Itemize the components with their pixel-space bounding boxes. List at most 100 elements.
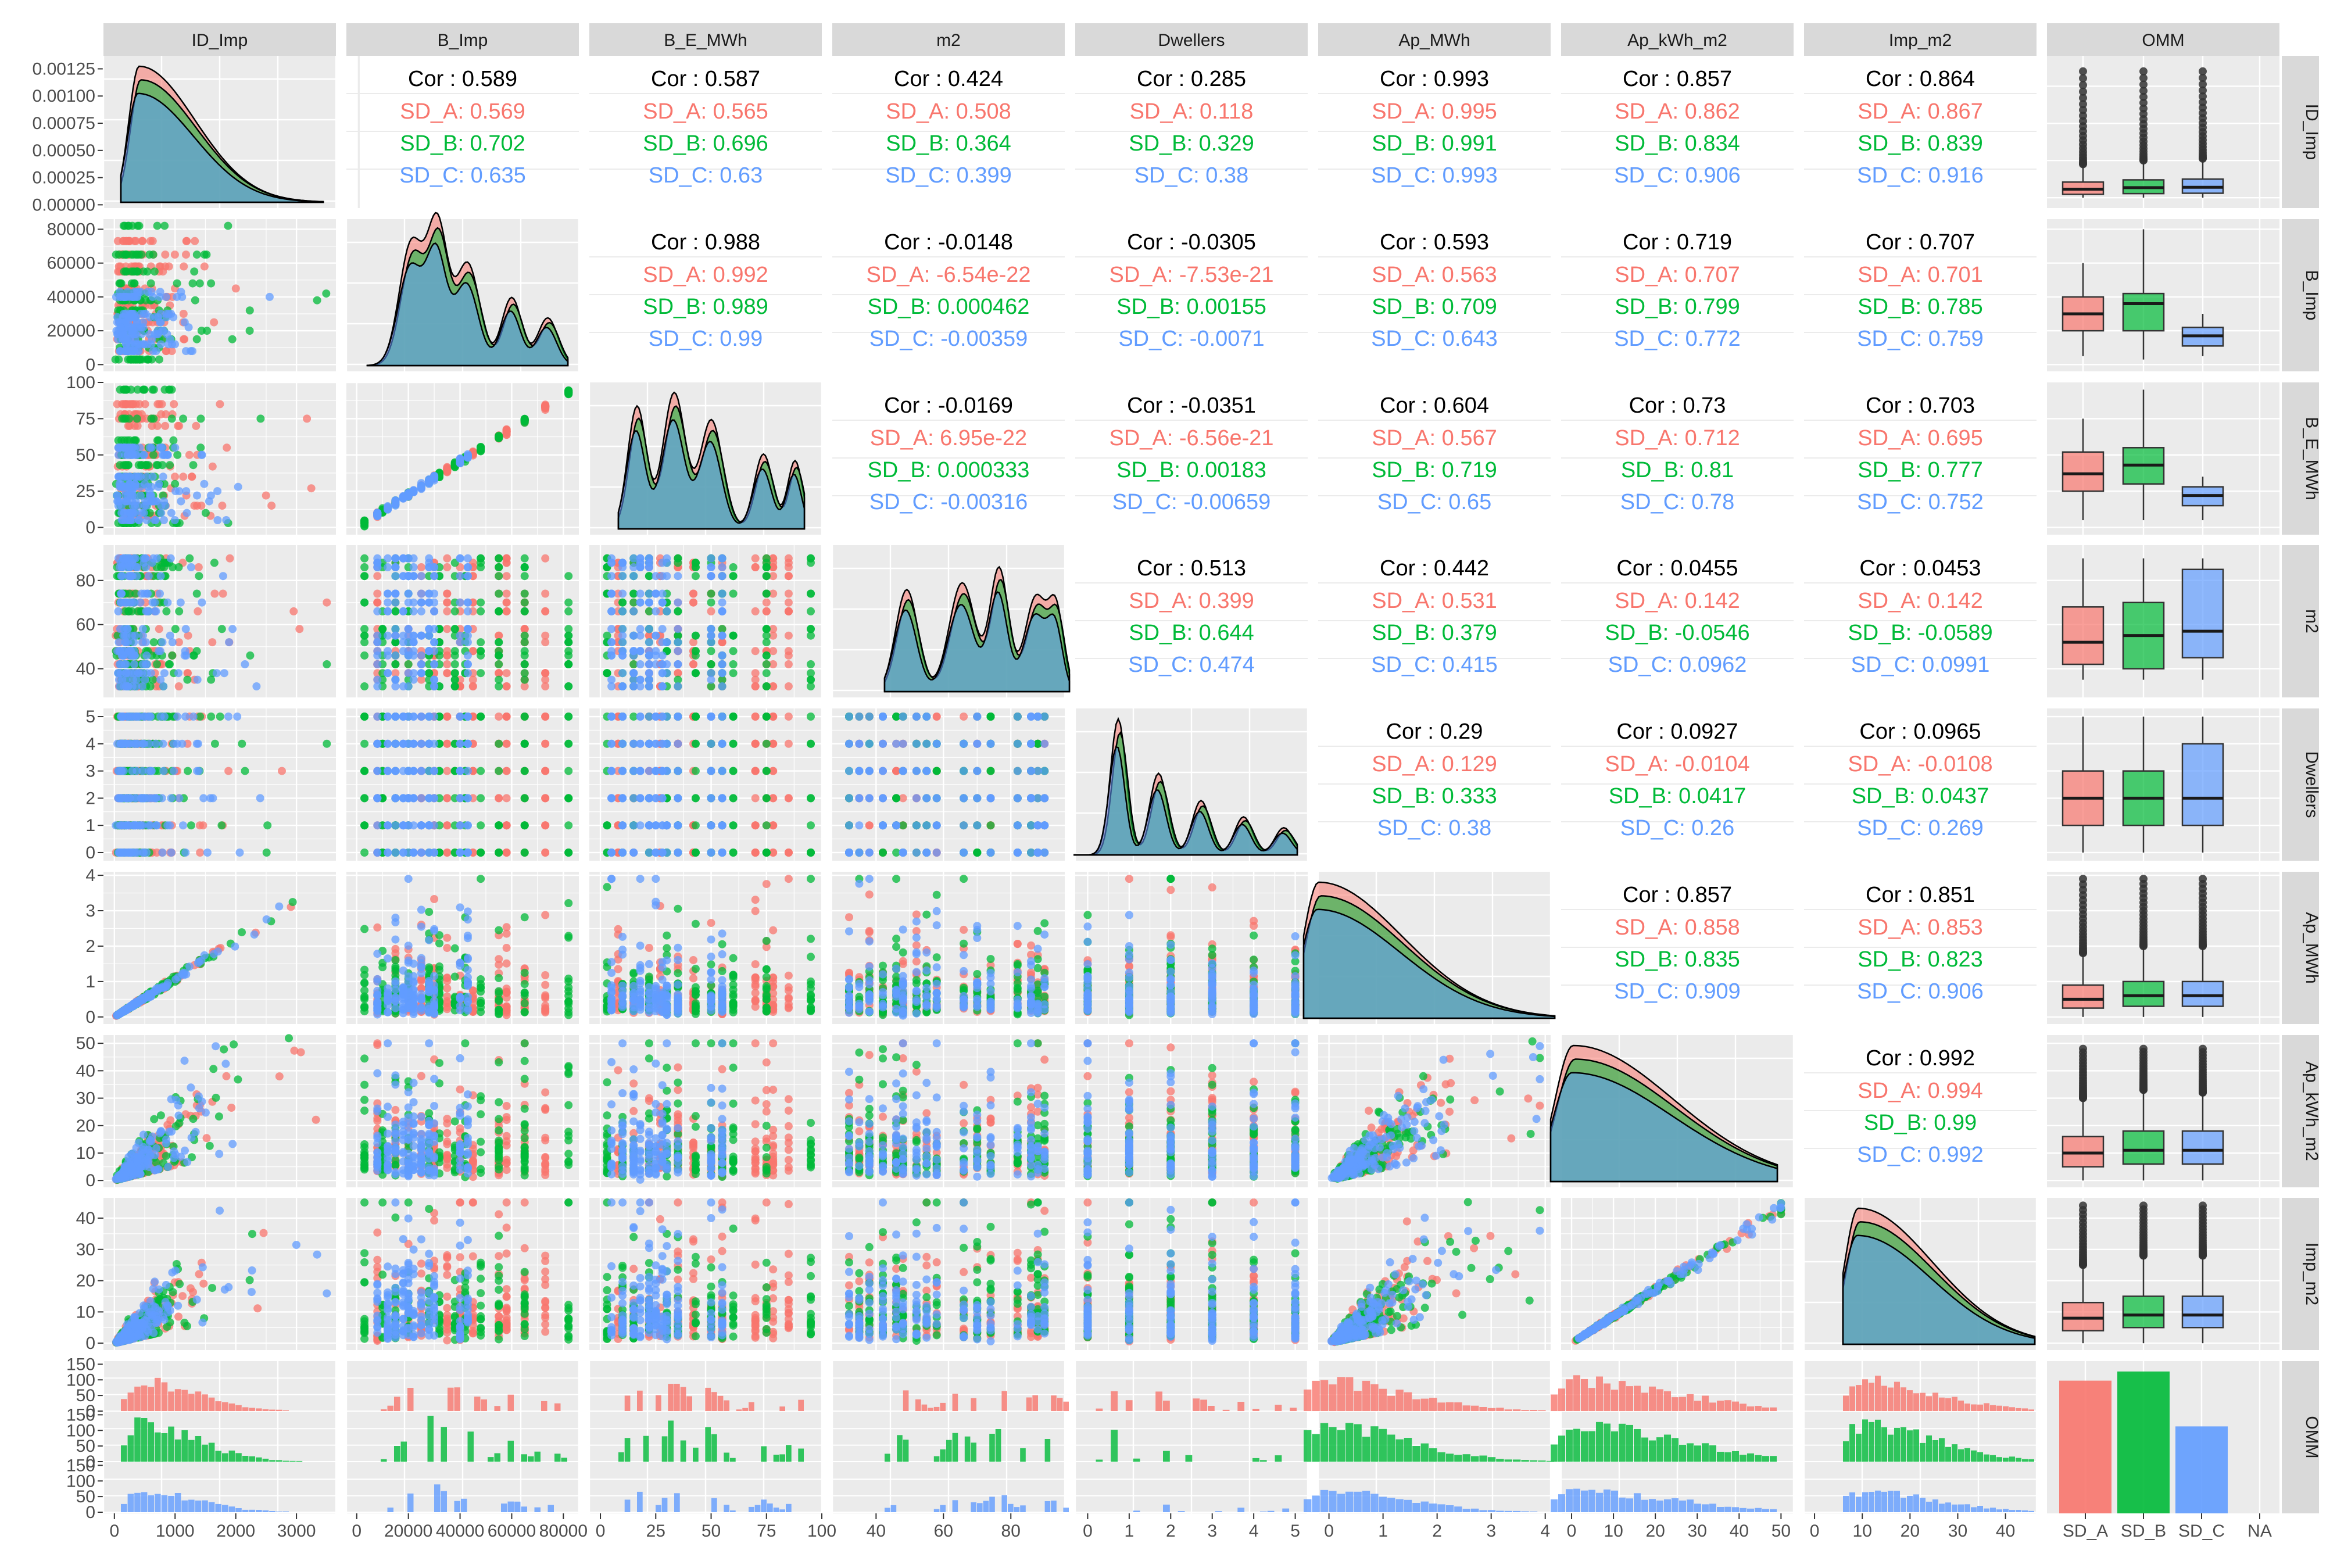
x-tick-label: 1000 bbox=[156, 1522, 195, 1541]
scatter-point-SD_A bbox=[131, 237, 140, 245]
scatter-point-SD_C bbox=[718, 554, 726, 563]
scatter-point-SD_C bbox=[391, 563, 400, 571]
scatter-point-SD_B bbox=[450, 607, 459, 615]
scatter-point-SD_A bbox=[443, 669, 452, 678]
scatter-point-SD_C bbox=[176, 598, 185, 607]
scatter-point-SD_A bbox=[443, 794, 452, 803]
scatter-point-SD_C bbox=[169, 313, 178, 321]
scatter-point-SD_B bbox=[360, 682, 369, 690]
scatter-point-SD_A bbox=[417, 563, 425, 571]
scatter-point-SD_C bbox=[645, 625, 653, 633]
scatter-point-SD_B bbox=[762, 651, 771, 660]
scatter-point-SD_A bbox=[751, 607, 760, 615]
y-tick-label: 2 bbox=[85, 789, 95, 808]
y-tick-label: 30 bbox=[76, 1240, 95, 1259]
scatter-point-SD_C bbox=[177, 497, 185, 506]
scatter-point-SD_C bbox=[636, 559, 645, 567]
scatter-point-SD_C bbox=[116, 323, 125, 332]
scatter-point-SD_C bbox=[718, 563, 726, 571]
scatter-point-SD_A bbox=[689, 598, 697, 607]
x-tick-label: 4 bbox=[1249, 1522, 1259, 1541]
scatter-point-SD_C bbox=[645, 794, 653, 803]
scatter-point-SD_B bbox=[520, 794, 529, 803]
scatter-point-SD_B bbox=[762, 669, 771, 678]
scatter-point-SD_C bbox=[425, 589, 434, 598]
scatter-point-SD_C bbox=[636, 739, 645, 748]
strip-right-Dwellers: Dwellers bbox=[2282, 708, 2321, 861]
scatter-point-SD_C bbox=[197, 450, 206, 459]
scatter-point-SD_C bbox=[117, 443, 126, 452]
strip-background bbox=[2282, 56, 2319, 208]
scatter-point-SD_C bbox=[192, 739, 201, 748]
scatter-point-SD_C bbox=[417, 669, 425, 678]
x-tick-label: 2 bbox=[1432, 1522, 1442, 1541]
scatter-point-SD_C bbox=[430, 739, 439, 748]
scatter-point-SD_B bbox=[691, 559, 700, 567]
scatter-point-SD_C bbox=[652, 631, 660, 640]
y-tick-label: 40 bbox=[76, 660, 95, 679]
scatter-point-SD_C bbox=[456, 598, 464, 607]
strip-right-ID_Imp: ID_Imp bbox=[2282, 56, 2321, 208]
scatter-point-SD_B bbox=[495, 675, 503, 684]
scatter-point-SD_C bbox=[607, 675, 616, 684]
x-tick-label: 10 bbox=[1853, 1522, 1872, 1541]
y-tick-label: 0.00100 bbox=[33, 87, 95, 106]
scatter-point-SD_B bbox=[360, 849, 369, 857]
scatter-point-SD_A bbox=[502, 572, 511, 581]
scatter-point-SD_A bbox=[502, 607, 511, 615]
scatter-point-SD_B bbox=[564, 660, 573, 668]
scatter-point-SD_C bbox=[384, 739, 392, 748]
scatter-point-SD_C bbox=[144, 572, 153, 581]
scatter-point-SD_A bbox=[541, 739, 550, 748]
scatter-point-SD_C bbox=[384, 589, 392, 598]
scatter-point-SD_A bbox=[192, 421, 201, 430]
scatter-point-SD_C bbox=[607, 794, 616, 803]
scatter-point-SD_C bbox=[707, 739, 715, 748]
scatter-point-SD_B bbox=[391, 607, 400, 615]
scatter-point-SD_C bbox=[126, 472, 134, 481]
strip-right-Ap_MWh: Ap_MWh bbox=[2282, 872, 2321, 1024]
scatter-point-SD_B bbox=[477, 767, 485, 775]
strip-background bbox=[2282, 545, 2319, 697]
scatter-point-SD_C bbox=[425, 625, 434, 633]
scatter-point-SD_C bbox=[404, 625, 413, 633]
scatter-point-SD_C bbox=[133, 563, 142, 571]
scatter-point-SD_B bbox=[495, 572, 503, 581]
x-tick-label: 25 bbox=[646, 1522, 665, 1541]
scatter-point-SD_C bbox=[384, 502, 392, 510]
scatter-point-SD_B bbox=[360, 651, 369, 660]
scatter-point-SD_C bbox=[225, 638, 234, 647]
y-tick-label: 1 bbox=[85, 816, 95, 835]
scatter-point-SD_B bbox=[203, 327, 212, 335]
strip-right-Ap_kWh_m2: Ap_kWh_m2 bbox=[2282, 1035, 2321, 1187]
scatter-point-SD_B bbox=[124, 221, 133, 230]
strip-top-B_Imp: B_Imp bbox=[346, 23, 579, 56]
scatter-point-SD_C bbox=[409, 487, 418, 496]
scatter-point-SD_B bbox=[762, 849, 771, 857]
scatter-point-SD_A bbox=[784, 713, 793, 721]
scatter-point-SD_C bbox=[128, 516, 136, 524]
strip-label-right: B_Imp bbox=[2302, 270, 2321, 321]
scatter-point-SD_C bbox=[607, 607, 616, 615]
scatter-point-SD_A bbox=[443, 713, 452, 721]
scatter-point-SD_C bbox=[114, 767, 123, 775]
scatter-point-SD_C bbox=[636, 598, 645, 607]
y-tick-label: 100 bbox=[66, 1421, 95, 1440]
scatter-point-SD_B bbox=[115, 279, 124, 288]
scatter-point-SD_A bbox=[153, 400, 162, 409]
scatter-point-SD_A bbox=[167, 347, 176, 356]
scatter-point-SD_C bbox=[652, 589, 660, 598]
scatter-point-SD_C bbox=[384, 821, 392, 830]
scatter-point-SD_C bbox=[463, 767, 472, 775]
x-tick-label: 3 bbox=[1207, 1522, 1217, 1541]
scatter-point-SD_C bbox=[121, 347, 130, 356]
scatter-point-SD_B bbox=[477, 554, 485, 563]
scatter-point-SD_C bbox=[130, 347, 139, 356]
scatter-point-SD_B bbox=[495, 651, 503, 660]
y-tick-label: 0 bbox=[85, 1008, 95, 1027]
scatter-point-SD_B bbox=[674, 607, 682, 615]
scatter-point-SD_A bbox=[751, 849, 760, 857]
scatter-point-SD_B bbox=[263, 821, 272, 830]
scatter-point-SD_B bbox=[195, 279, 204, 288]
y-tick-label: 80000 bbox=[47, 220, 95, 239]
